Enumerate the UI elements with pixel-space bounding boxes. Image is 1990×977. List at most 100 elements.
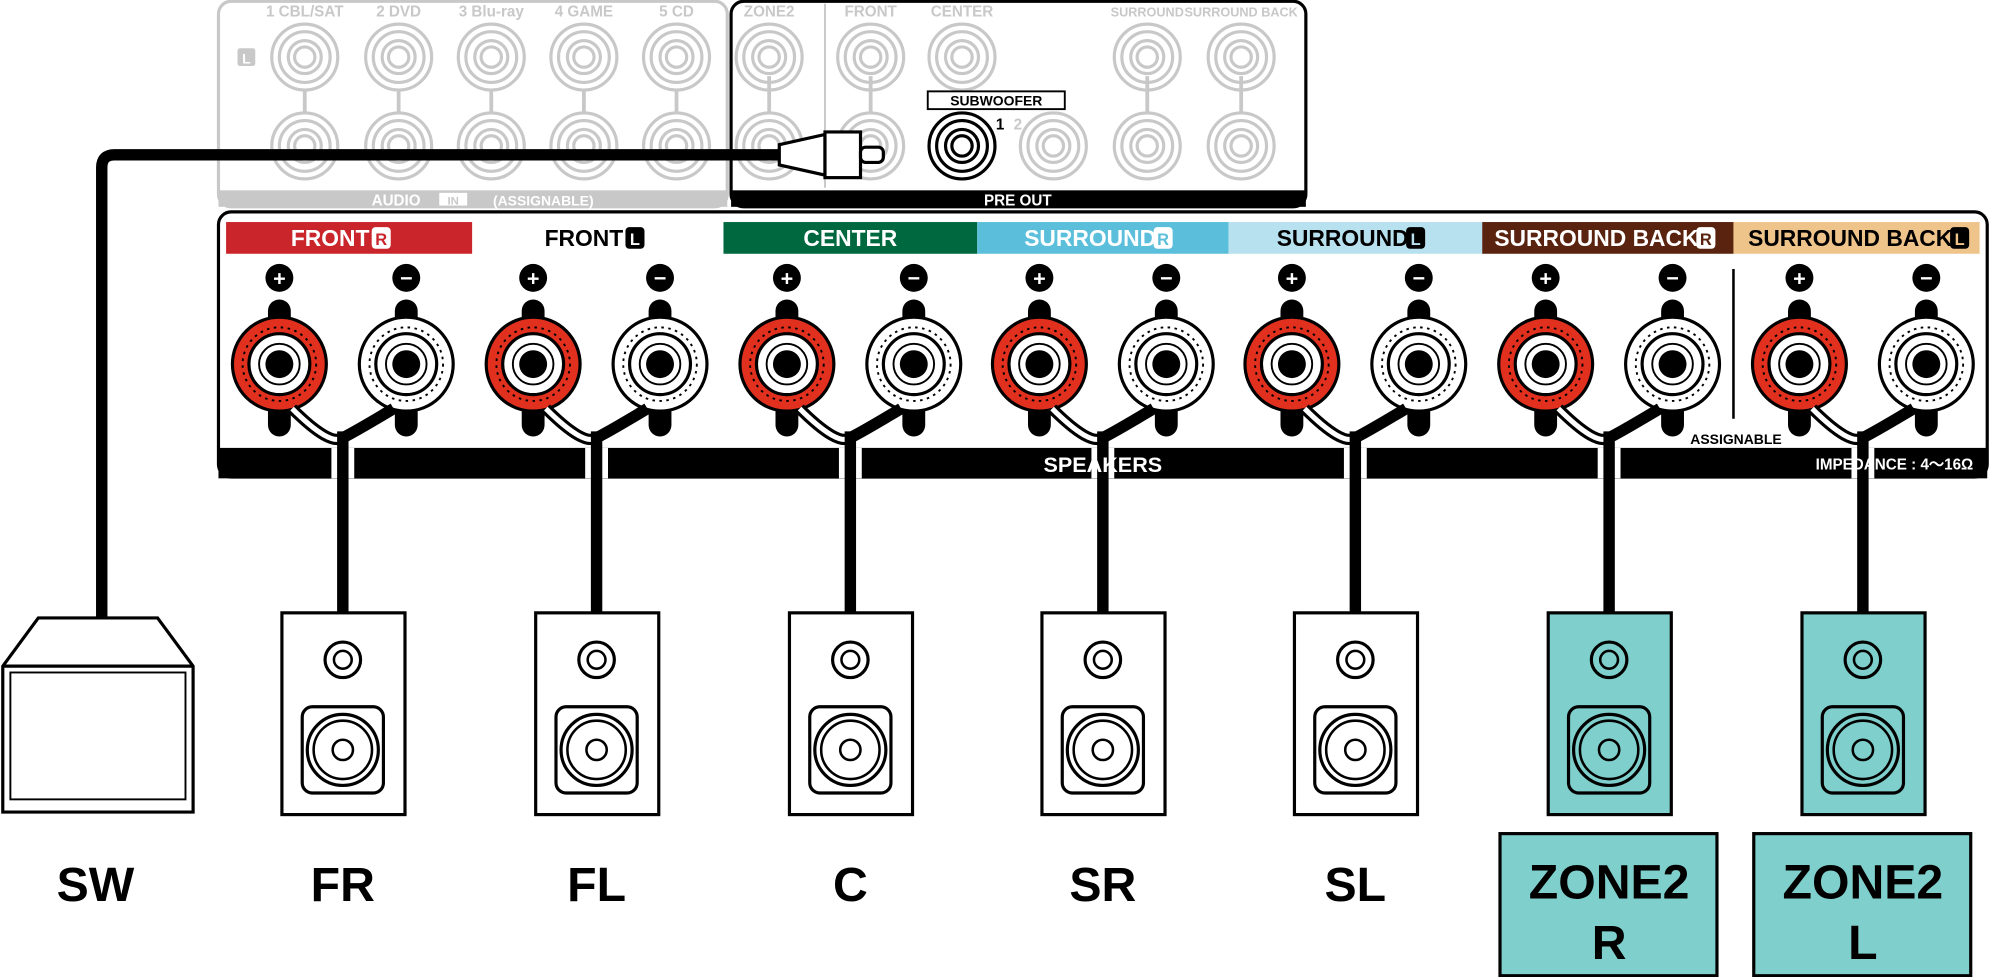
woofer-dustcap bbox=[331, 738, 355, 762]
speakers-footer-label: SPEAKERS bbox=[1044, 452, 1163, 477]
plus-label: + bbox=[1033, 265, 1046, 290]
rca-jack-right-icon bbox=[270, 111, 340, 181]
tweeter-center bbox=[1598, 649, 1620, 670]
minus-label: − bbox=[907, 265, 920, 290]
plus-symbol-icon bbox=[1785, 263, 1814, 292]
jack-ring bbox=[479, 45, 504, 69]
negative-terminal[interactable] bbox=[1624, 315, 1722, 413]
pre-out-label: ZONE2 bbox=[744, 3, 795, 20]
terminal-knurl bbox=[1128, 326, 1205, 402]
plus-label: + bbox=[1539, 265, 1552, 290]
plus-label: + bbox=[527, 265, 540, 290]
minus-symbol-icon bbox=[1404, 263, 1433, 292]
terminal-hole bbox=[1025, 350, 1054, 379]
positive-terminal[interactable] bbox=[230, 315, 328, 413]
negative-terminal[interactable] bbox=[1117, 315, 1215, 413]
channel-header-bar bbox=[977, 222, 1229, 254]
negative-terminal[interactable] bbox=[865, 315, 963, 413]
subwoofer-1-label: 1 bbox=[996, 116, 1005, 133]
channel-l-badge bbox=[237, 48, 256, 66]
channel-header-bar bbox=[1733, 222, 1980, 254]
rca-jack-right-icon bbox=[549, 111, 619, 181]
minus-symbol-icon bbox=[1658, 263, 1687, 292]
channel-side-label: R bbox=[375, 231, 387, 249]
positive-terminal[interactable] bbox=[1750, 315, 1848, 413]
rca-jack-right-icon bbox=[641, 111, 712, 181]
channel-center: CENTER + − bbox=[723, 222, 978, 616]
woofer-dustcap bbox=[1343, 738, 1367, 762]
minus-label: − bbox=[1666, 265, 1679, 290]
channel-l-label: L bbox=[242, 50, 251, 66]
channel-label: SURROUND bbox=[1024, 225, 1156, 251]
jack-ring bbox=[1041, 134, 1066, 158]
woofer-dustcap bbox=[585, 738, 609, 762]
plus-label: + bbox=[273, 265, 286, 290]
positive-terminal[interactable] bbox=[990, 315, 1088, 413]
zone2-label-line2: L bbox=[1848, 916, 1877, 970]
negative-terminal[interactable] bbox=[1370, 315, 1468, 413]
audio-in-footer: AUDIO bbox=[372, 193, 421, 210]
jack-ring bbox=[1229, 134, 1253, 158]
pre-out-footer: PRE OUT bbox=[984, 193, 1052, 210]
terminal-hole bbox=[772, 350, 801, 379]
minus-label: − bbox=[1160, 265, 1173, 290]
channel-label: FRONT bbox=[291, 225, 370, 251]
terminal-hole bbox=[265, 350, 294, 379]
plus-label: + bbox=[781, 265, 794, 290]
terminal-hole bbox=[1785, 350, 1814, 379]
tweeter-center bbox=[332, 649, 353, 670]
channel-label: SURROUND bbox=[1277, 225, 1409, 251]
pre-out-label: CENTER bbox=[931, 3, 994, 20]
channel-label: FRONT bbox=[545, 225, 624, 251]
subwoofer-grille bbox=[9, 671, 187, 801]
positive-terminal[interactable] bbox=[484, 315, 582, 413]
terminal-hole bbox=[1277, 350, 1306, 379]
jack-ring bbox=[1135, 134, 1159, 158]
pre-out-label: FRONT bbox=[844, 3, 897, 20]
negative-terminal[interactable] bbox=[611, 315, 709, 413]
impedance-label: IMPEDANCE : 4〜16Ω bbox=[1816, 456, 1974, 473]
rca-jack-icon bbox=[836, 22, 906, 92]
terminal-hole bbox=[899, 350, 928, 379]
plus-symbol-icon bbox=[519, 263, 548, 292]
channel-surround-back-r: SURROUND BACK R + − bbox=[1482, 222, 1734, 616]
pre-out-label: SURROUND bbox=[1111, 5, 1184, 19]
terminal-hole bbox=[1658, 350, 1687, 379]
rca-jack-right-icon bbox=[364, 111, 434, 181]
terminal-knurl bbox=[1888, 326, 1965, 402]
minus-symbol-icon bbox=[899, 263, 928, 292]
channel-header-bar bbox=[226, 222, 473, 254]
minus-symbol-icon bbox=[646, 263, 674, 292]
terminal-knurl bbox=[1761, 326, 1838, 402]
tweeter-center bbox=[1092, 649, 1114, 670]
terminal-hole bbox=[519, 350, 548, 379]
terminal-knurl bbox=[1001, 326, 1078, 402]
channel-label: SURROUND BACK bbox=[1494, 225, 1699, 251]
terminal-knurl bbox=[241, 326, 318, 402]
minus-symbol-icon bbox=[1912, 263, 1941, 292]
positive-terminal[interactable] bbox=[738, 315, 836, 413]
tweeter-center bbox=[840, 649, 861, 670]
channel-side-badge bbox=[1950, 227, 1970, 249]
terminal-knurl bbox=[495, 326, 571, 402]
channel-side-label: R bbox=[1700, 231, 1712, 249]
minus-label: − bbox=[1920, 265, 1933, 290]
channel-side-badge bbox=[371, 227, 391, 249]
channel-side-badge bbox=[1406, 227, 1426, 249]
plus-symbol-icon bbox=[265, 263, 294, 292]
channel-header-bar bbox=[1482, 222, 1734, 254]
terminal-knurl bbox=[1381, 326, 1457, 402]
positive-terminal[interactable] bbox=[1243, 315, 1341, 413]
rca-jack-icon bbox=[1206, 111, 1276, 181]
pre-out-footer-bar bbox=[731, 190, 1306, 207]
negative-terminal[interactable] bbox=[1877, 315, 1975, 413]
pre-out-panel: ZONE2 FRONT CENTER SURROUND SURROUND BACKSUB… bbox=[96, 0, 1308, 618]
terminal-knurl bbox=[1507, 326, 1584, 402]
tweeter-center bbox=[586, 649, 607, 670]
speaker-fl: FL bbox=[534, 611, 661, 912]
negative-terminal[interactable] bbox=[357, 315, 455, 413]
positive-terminal[interactable] bbox=[1497, 315, 1595, 413]
plus-label: + bbox=[1286, 265, 1299, 290]
rca-jack-icon bbox=[1112, 22, 1182, 92]
subwoofer-2-label: 2 bbox=[1014, 116, 1022, 133]
